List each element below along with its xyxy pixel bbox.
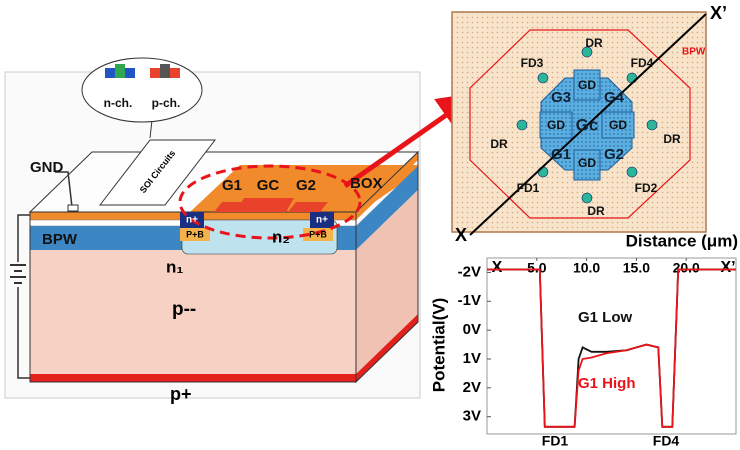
pch-icon [160,64,170,78]
y-tick-label: -2V [458,263,481,280]
bubble [82,58,202,122]
p-plus-layer [30,374,356,382]
label: FD2 [635,181,658,195]
label: BOX [350,175,383,192]
label: n+ [316,215,328,226]
annotation: FD4 [653,433,680,449]
label: DR [663,132,681,146]
label: BPW [42,231,78,248]
label: G3 [551,89,571,106]
label: GD [578,156,596,170]
layout-diagram: X’ X BPW DR DR DR DR FD3 FD4 FD1 FD2 G3 … [452,3,727,245]
label: DR [490,137,508,151]
nch-icon [125,68,135,78]
annotation: X [492,259,503,276]
label: G2 [296,177,316,194]
annotation: X’ [720,259,735,276]
y-tick-label: 0V [463,321,481,338]
annotation: FD1 [542,433,569,449]
label: FD1 [517,181,540,195]
label: GD [547,118,565,132]
potential-chart: Distance (μm) Potential(V) X X’ FD1 FD4 … [429,231,738,448]
label: DR [587,204,605,218]
device-diagram: n-ch. p-ch. SOI Circuits GND G1 GC G2 BO… [5,58,462,404]
x-tick-label: 15.0 [623,260,650,276]
label: P+B [309,229,327,239]
pch-icon [150,68,160,78]
x-tick-label: 10.0 [573,260,600,276]
label: n+ [186,215,198,226]
label: Gc [576,115,599,134]
label: GND [30,159,64,176]
label: p-- [172,299,196,320]
label: DR [585,36,603,50]
label: FD4 [631,56,654,70]
y-tick-label: 1V [463,350,481,367]
legend-label: G1 High [578,375,636,392]
label: n₁ [166,257,183,276]
gate-gc [236,198,294,212]
label: G2 [604,146,624,163]
label: BPW [682,47,706,58]
x-tick-label: 20.0 [673,260,700,276]
plot-frame [487,258,736,434]
y-axis-label: Potential(V) [429,298,448,392]
label: X [455,225,467,245]
gnd-contact [68,205,78,211]
x-tick-label: 5.0 [527,260,547,276]
x-axis-label: Distance (μm) [626,231,738,250]
label: G1 [551,146,571,163]
label: X’ [710,3,727,23]
label: G4 [604,89,625,106]
y-tick-label: -1V [458,292,481,309]
legend-label: G1 Low [578,309,633,326]
nch-icon [115,64,125,78]
nch-icon [105,68,115,78]
label: n-ch. [104,96,133,110]
label: GD [578,78,596,92]
label: p+ [170,384,192,404]
pch-icon [170,68,180,78]
figure: n-ch. p-ch. SOI Circuits GND G1 GC G2 BO… [0,0,740,450]
label: FD3 [521,56,544,70]
y-tick-label: 2V [463,379,481,396]
label: P+B [186,229,204,239]
label: n₂ [272,227,290,246]
label: G1 [222,177,242,194]
label: p-ch. [152,96,181,110]
label: GC [257,177,280,194]
label: GD [609,118,627,132]
y-tick-label: 3V [463,408,481,425]
